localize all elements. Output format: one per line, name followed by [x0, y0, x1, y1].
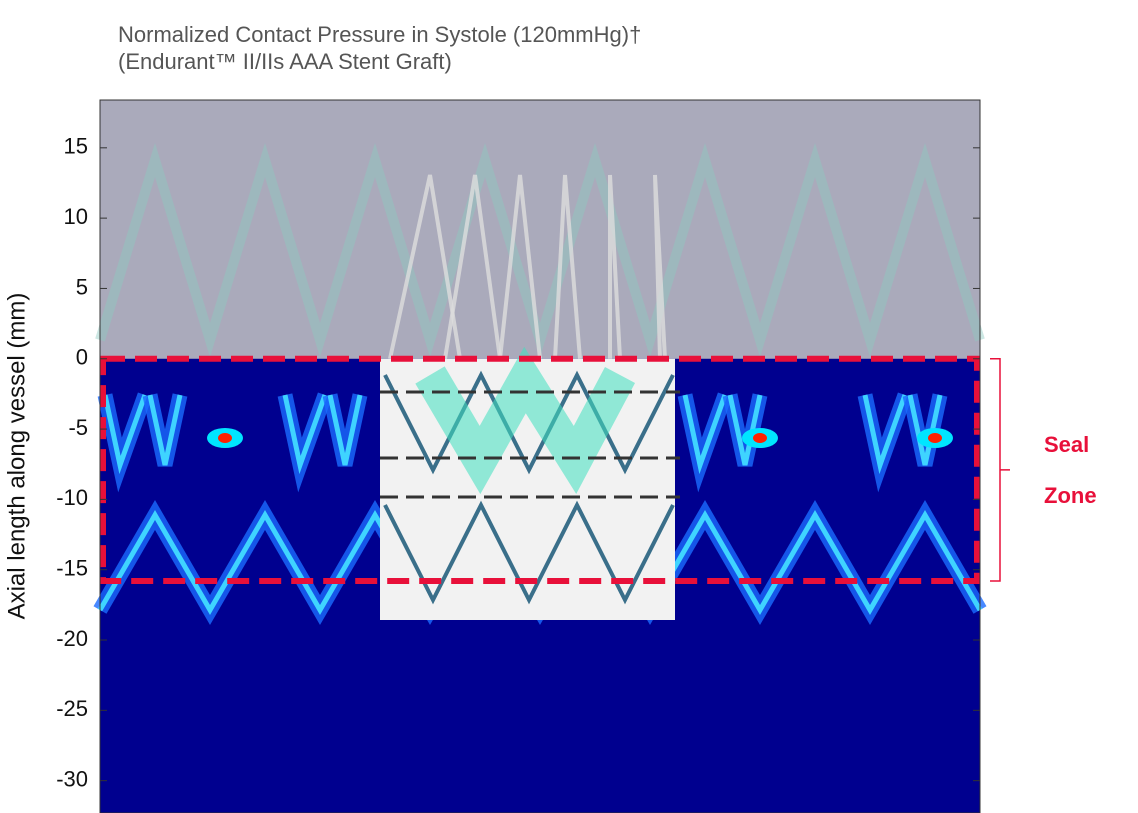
pressure-pattern [282, 394, 328, 475]
pressure-pattern [95, 142, 985, 358]
marker [415, 346, 636, 495]
pressure-pattern [327, 394, 363, 466]
pressure-pattern [727, 394, 763, 466]
stent-ring [383, 370, 675, 475]
upper-region [100, 100, 980, 359]
stent-wire [388, 174, 462, 360]
hotspot [928, 433, 942, 443]
stent-wire [553, 174, 582, 359]
seal-bracket [990, 358, 1010, 582]
pressure-pattern [102, 394, 148, 475]
seal-label: Zone [1044, 483, 1097, 508]
stent-wire [443, 174, 502, 360]
stent-ring [383, 500, 675, 605]
y-tick-label: -10 [56, 485, 88, 510]
chart-title: Normalized Contact Pressure in Systole (… [118, 22, 641, 47]
y-tick-label: -25 [56, 696, 88, 721]
y-tick-label: -20 [56, 626, 88, 651]
y-axis-label: Axial length along vessel (mm) [3, 293, 30, 620]
pressure-pattern [682, 394, 728, 475]
stent-wire [608, 174, 622, 359]
hotspot [753, 433, 767, 443]
y-tick-label: 0 [76, 345, 88, 370]
plot-frame [99, 99, 981, 813]
pressure-pattern [907, 394, 943, 466]
y-tick-label: -15 [56, 556, 88, 581]
seal-label: Seal [1044, 432, 1089, 457]
y-tick-label: 15 [64, 134, 88, 159]
y-tick-label: -30 [56, 766, 88, 791]
seal-zone [100, 355, 980, 584]
stent-wire [653, 174, 667, 359]
hotspot [218, 433, 232, 443]
chart-subtitle: (Endurant™ II/IIs AAA Stent Graft) [118, 49, 452, 74]
y-tick-label: 10 [64, 204, 88, 229]
pressure-pattern [147, 394, 183, 466]
y-tick-label: -5 [68, 415, 88, 440]
stent-wire [498, 174, 542, 359]
pressure-pattern [862, 394, 908, 475]
y-tick-label: 5 [76, 274, 88, 299]
